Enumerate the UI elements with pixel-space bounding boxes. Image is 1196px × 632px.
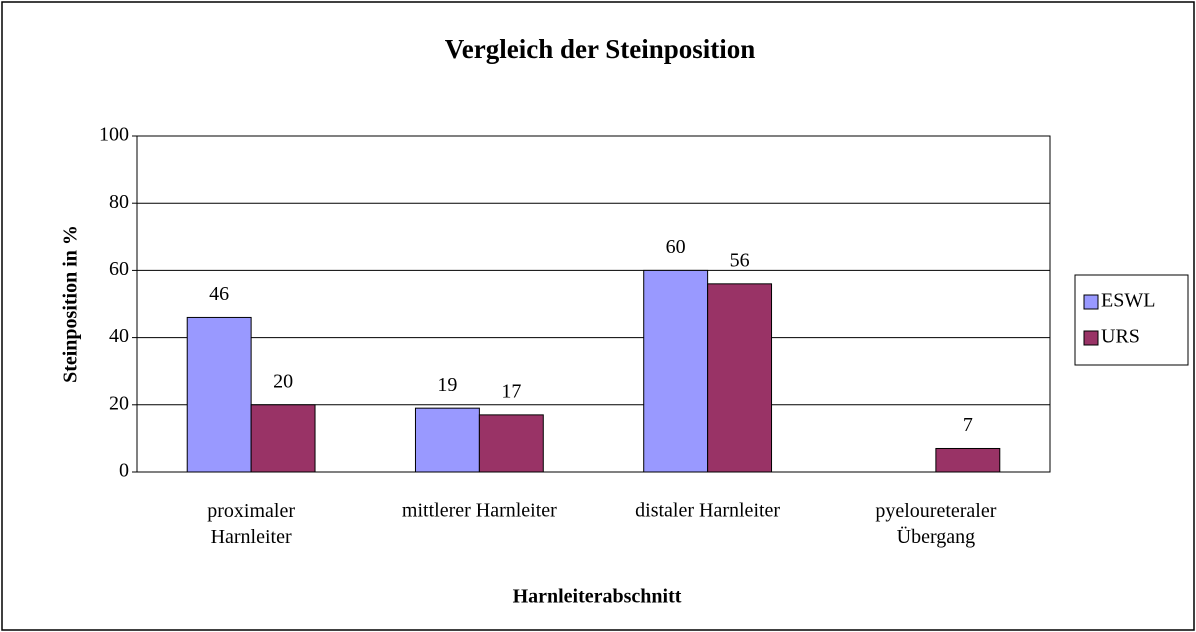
bar: [935, 447, 1001, 473]
data-label: 56: [730, 249, 750, 271]
data-label: 19: [437, 374, 457, 396]
legend-box: [1074, 274, 1189, 366]
data-label: 60: [666, 236, 686, 258]
y-tick-label: 60: [109, 258, 129, 280]
data-label: 20: [273, 370, 293, 392]
bar: [643, 269, 709, 473]
x-tick-label: proximaler Harnleiter: [207, 500, 295, 548]
x-axis-title: Harnleiterabschnitt: [513, 586, 682, 608]
legend-swatch: [1083, 294, 1099, 310]
data-label: 46: [209, 283, 229, 305]
legend-label: ESWL: [1101, 290, 1155, 312]
y-tick-label: 80: [109, 191, 129, 213]
legend-swatch: [1083, 330, 1099, 346]
x-tick-label: distaler Harnleiter: [635, 500, 780, 522]
y-tick-label: 20: [109, 392, 129, 414]
bar: [414, 407, 480, 473]
data-label: 17: [501, 380, 521, 402]
bar: [250, 404, 316, 473]
data-label: 7: [963, 414, 973, 436]
legend-label: URS: [1101, 326, 1140, 348]
y-axis-title: Steinposition in %: [60, 225, 82, 383]
y-tick-label: 40: [109, 325, 129, 347]
bar: [478, 414, 544, 473]
bar: [186, 316, 252, 473]
chart-title: Vergleich der Steinposition: [445, 34, 756, 64]
y-tick-label: 0: [119, 460, 129, 482]
bar: [707, 283, 773, 473]
x-tick-label: mittlerer Harnleiter: [402, 500, 557, 522]
y-tick-label: 100: [99, 124, 129, 146]
x-tick-label: pyeloureteraler Übergang: [875, 500, 996, 548]
